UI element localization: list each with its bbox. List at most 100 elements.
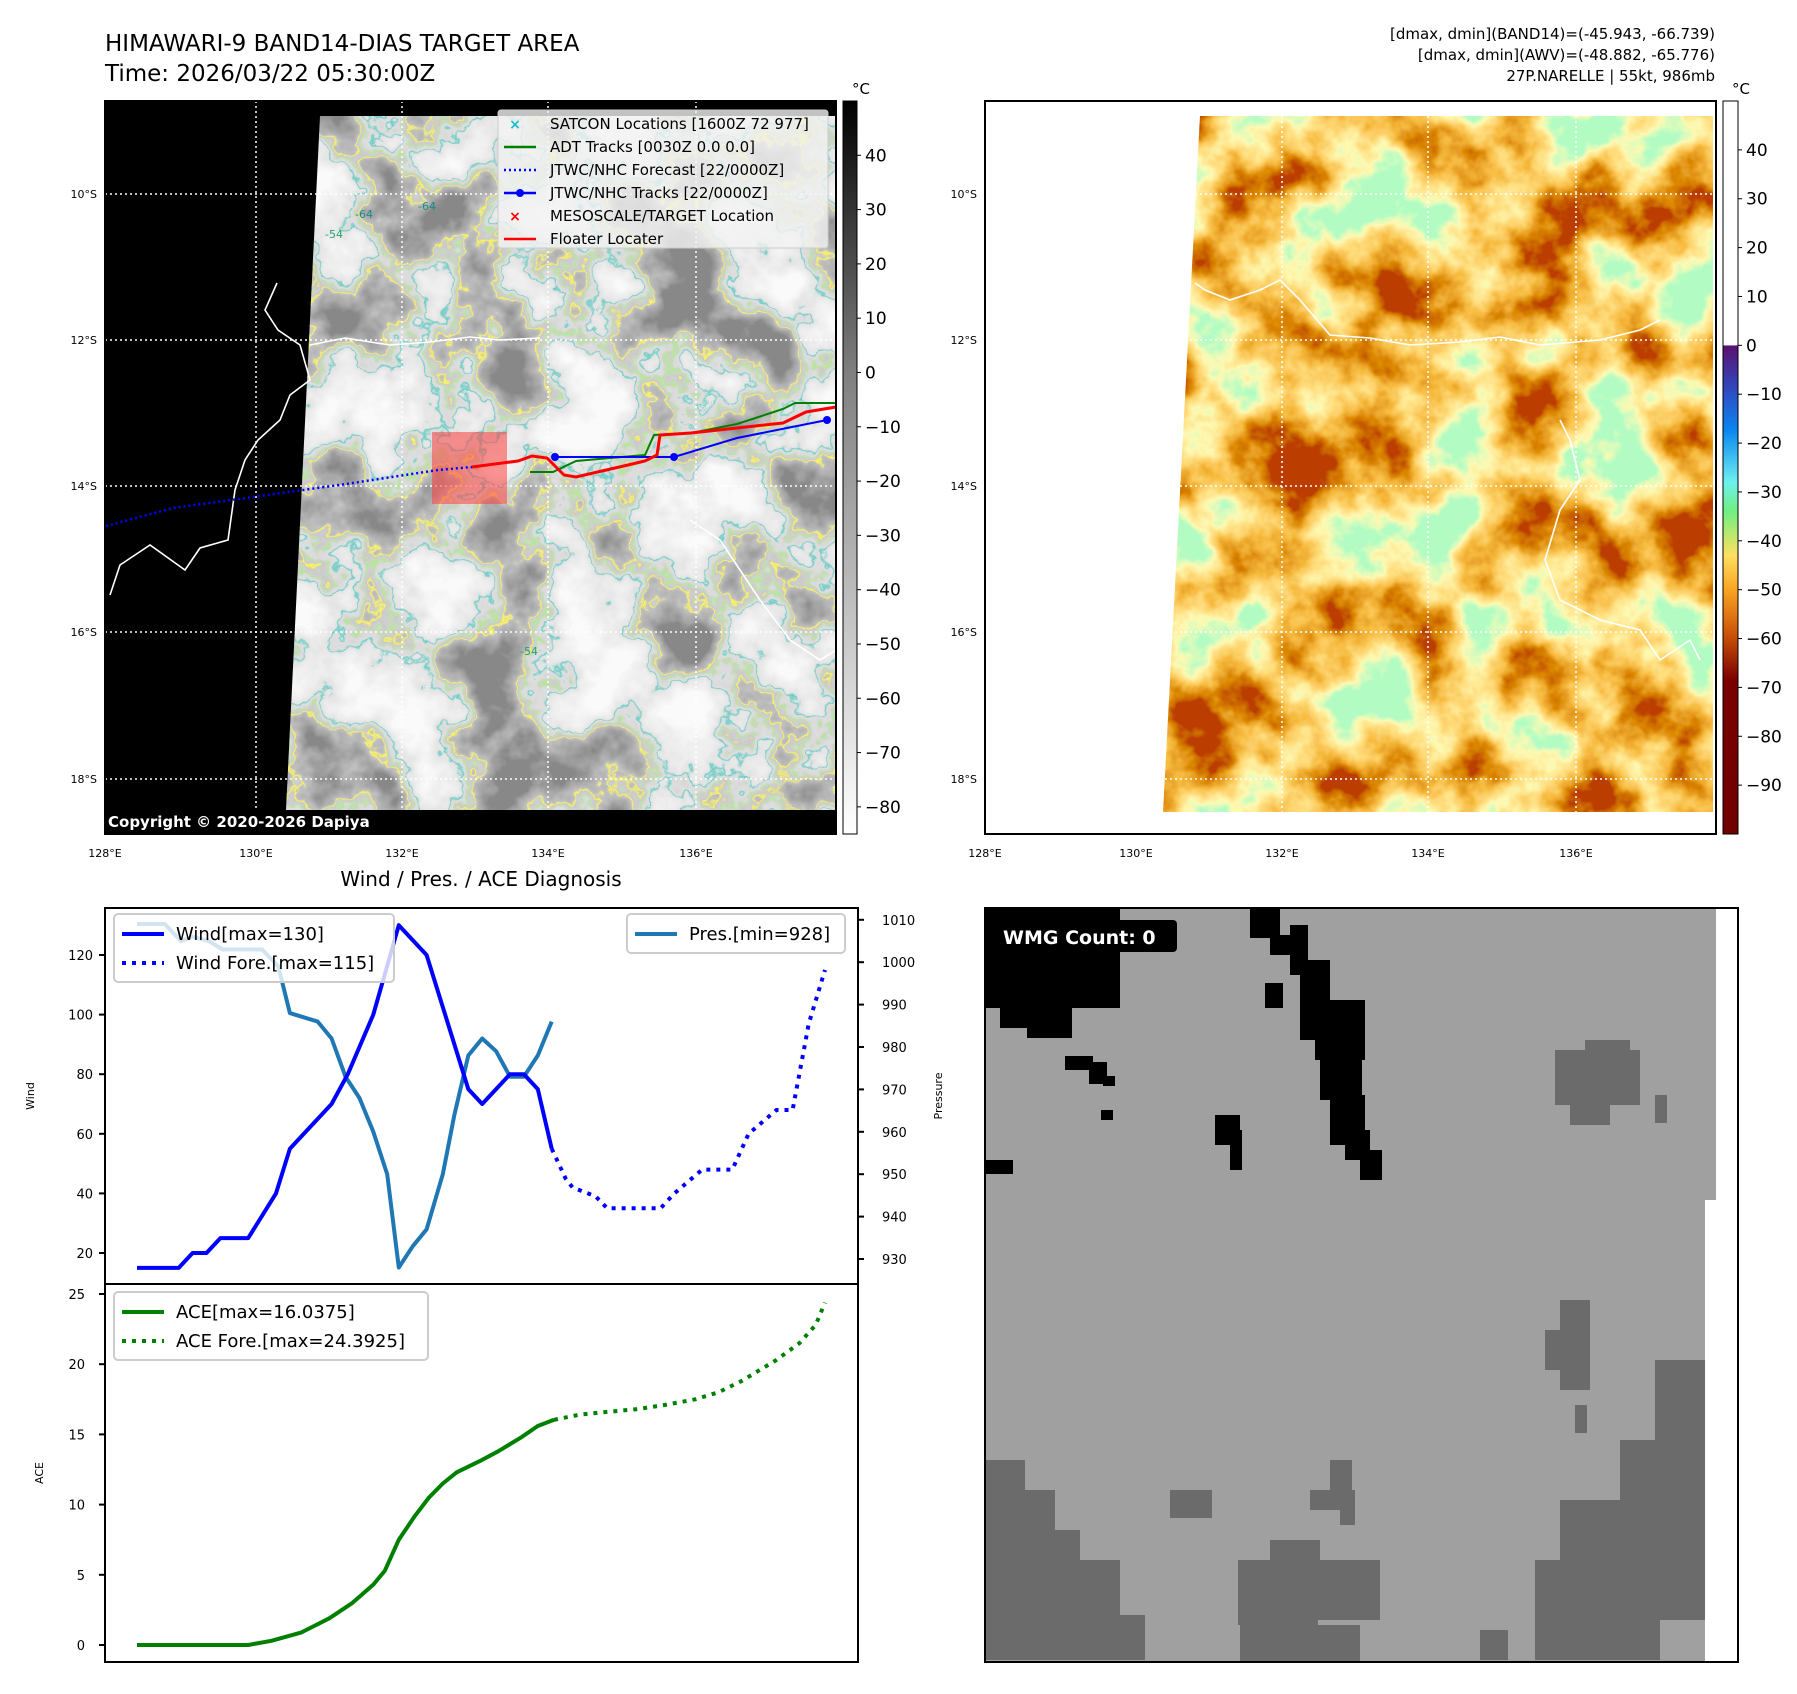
jtwc-track [555, 419, 828, 458]
lon-label: 132°E [1265, 847, 1298, 860]
pressure-tick-label: 990 [882, 999, 907, 1014]
colorbar-tick-label: 10 [1746, 287, 1768, 307]
wmg-cold-block [1027, 1028, 1072, 1038]
lat-label: 12°S [951, 334, 977, 347]
wmg-cold-block [1089, 1062, 1107, 1084]
wind-tick-label: 60 [76, 1128, 93, 1143]
map-frame [984, 100, 1717, 835]
lat-label: 14°S [951, 480, 977, 493]
wmg-warm-block [1040, 1530, 1080, 1660]
legend-label: ADT Tracks [0030Z 0.0 0.0] [550, 138, 755, 156]
pressure-tick-label: 1000 [882, 956, 915, 971]
pressure-tick-label: 970 [882, 1083, 907, 1098]
contour-label: -64 [418, 200, 436, 213]
wind-tick-label: 120 [68, 949, 93, 964]
colorbar-tick-label: −20 [865, 472, 901, 492]
copyright-bar [105, 810, 836, 834]
colorbar-tick-label: 40 [1746, 141, 1768, 161]
colorbar-tick-label: 10 [865, 309, 887, 329]
colorbar-tick-label: 40 [865, 146, 887, 166]
legend-label: ACE[max=16.0375] [176, 1302, 355, 1323]
wmg-cold-block [1360, 1150, 1382, 1180]
left-colorbar-unit: °C [852, 80, 870, 98]
wind-pressure-chart: Wind Pressure 20 40 60 80 100 120 930 940 950 960… [24, 907, 945, 1285]
lat-label: 14°S [71, 480, 97, 493]
satellite-color-image [1163, 116, 1713, 812]
pressure-tick-label: 930 [882, 1253, 907, 1268]
right-colorbar: °C 40 30 20 10 0 −10 −20 −30 −40 −50 −60 −70 −80 −90 [1722, 80, 1782, 835]
colorbar-tick-label: −80 [865, 798, 901, 818]
wmg-warm-block [1480, 1630, 1508, 1660]
ace-tick-label: 0 [77, 1639, 85, 1654]
lat-label: 16°S [71, 626, 97, 639]
pressure-tick-label: 1010 [882, 914, 915, 929]
colorbar-tick-label: −20 [1746, 434, 1782, 454]
ace-forecast-line [553, 1301, 827, 1422]
wmg-edge [1716, 908, 1738, 1662]
wind-tick-label: 20 [76, 1247, 93, 1262]
left-colorbar: °C 40 30 20 10 0 −10 −20 −30 −40 −50 −60 −70 −80 [842, 80, 901, 835]
colorbar-tick-label: −10 [865, 418, 901, 438]
colorbar-tick-label: −30 [865, 526, 901, 546]
wmg-cold-block [1230, 1130, 1242, 1170]
wind-tick-label: 80 [76, 1068, 93, 1083]
wmg-cold-block [1065, 1056, 1093, 1070]
wmg-cold-block [1000, 1008, 1072, 1028]
jtwc-track-markers [551, 416, 831, 461]
wmg-cold-block [1320, 1040, 1362, 1100]
legend-label: Wind[max=130] [176, 924, 324, 945]
lat-label: 16°S [951, 626, 977, 639]
colorbar-tick-label: −80 [1746, 727, 1782, 747]
legend-label: ACE Fore.[max=24.3925] [176, 1331, 405, 1352]
lon-label: 130°E [1119, 847, 1152, 860]
wind-line [137, 923, 554, 1270]
wmg-panel: WMG Count: 0 [984, 907, 1739, 1663]
colorbar-tick-label: −50 [865, 635, 901, 655]
legend-label: MESOSCALE/TARGET Location [550, 207, 774, 225]
legend-label: Wind Fore.[max=115] [176, 953, 374, 974]
ace-tick-label: 5 [77, 1569, 85, 1584]
ir-map-panel: -64 -64 -54 -54 Copyright © 2020-2026 Da… [71, 100, 837, 860]
lon-label: 132°E [385, 847, 418, 860]
ace-chart: ACE 0 5 10 15 20 25 ACE[max=16.0375] ACE Fore.[… [33, 1283, 859, 1663]
legend-label: Floater Locater [550, 230, 664, 248]
floater-locater-track [471, 405, 837, 479]
wmg-count-box [993, 920, 1177, 952]
lon-label: 130°E [239, 847, 272, 860]
colorbar-tick-label: 20 [865, 255, 887, 275]
wmg-warm-block [1300, 1560, 1380, 1620]
contour-label: -54 [325, 228, 343, 241]
lon-label: 128°E [968, 847, 1001, 860]
colorbar-tick-label: −30 [1746, 483, 1782, 503]
colorbar-tick-label: −40 [865, 581, 901, 601]
ace-tick-label: 20 [68, 1358, 85, 1373]
pressure-tick-label: 950 [882, 1168, 907, 1183]
colorbar-tick-label: −90 [1746, 776, 1782, 796]
lon-label: 136°E [679, 847, 712, 860]
wmg-count-label: WMG Count: 0 [1003, 927, 1156, 949]
colorbar-tick-label: −70 [865, 744, 901, 764]
legend-marker-icon [516, 189, 524, 197]
legend-marker-x-icon: × [509, 209, 521, 225]
ace-axis-label: ACE [33, 1462, 46, 1484]
ace-tick-label: 15 [68, 1428, 85, 1443]
legend-label: JTWC/NHC Tracks [22/0000Z] [549, 184, 768, 202]
legend-label: SATCON Locations [1600Z 72 977] [550, 115, 809, 133]
contour-label: -54 [520, 645, 538, 658]
pressure-tick-label: 980 [882, 1041, 907, 1056]
lon-label: 134°E [531, 847, 564, 860]
colorbar-tick-label: 30 [865, 201, 887, 221]
lat-label: 18°S [951, 773, 977, 786]
gridlines [985, 101, 1716, 834]
wmg-warm-block [1340, 1490, 1355, 1525]
colorbar-tick-label: 0 [865, 363, 876, 383]
lon-label: 136°E [1559, 847, 1592, 860]
legend-label: JTWC/NHC Forecast [22/0000Z] [549, 161, 784, 179]
wmg-warm-block [1560, 1500, 1660, 1660]
wind-tick-label: 40 [76, 1187, 93, 1202]
colorbar-tick-label: 0 [1746, 336, 1757, 356]
colorbar-tick-label: −10 [1746, 385, 1782, 405]
pressure-tick-label: 940 [882, 1211, 907, 1226]
chart-title: Wind / Pres. / ACE Diagnosis [340, 867, 621, 891]
wmg-cold-block [1103, 1076, 1115, 1086]
